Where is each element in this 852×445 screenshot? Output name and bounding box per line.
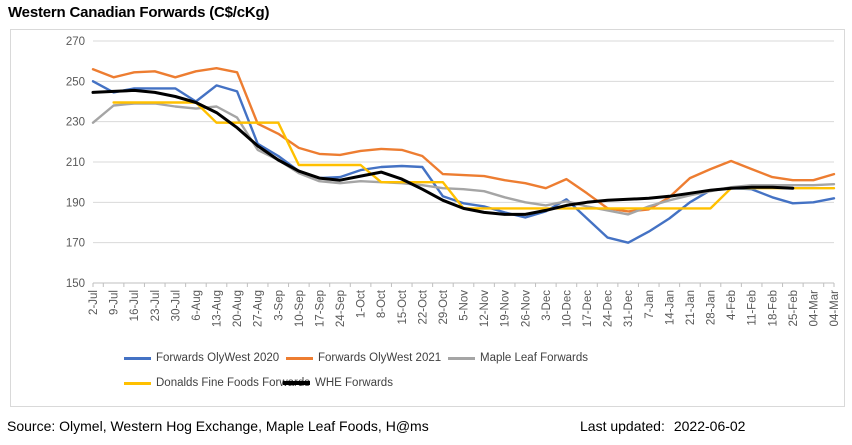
svg-text:21-Jan: 21-Jan (685, 290, 697, 325)
svg-text:27-Aug: 27-Aug (253, 290, 265, 327)
chart-canvas: 150 170 190 210 230 250 270 2-Jul 9-Jul 16-Jul 23-… (66, 36, 841, 327)
svg-text:17-Dec: 17-Dec (582, 290, 594, 327)
svg-text:3-Sep: 3-Sep (273, 290, 285, 321)
svg-text:28-Jan: 28-Jan (706, 290, 718, 325)
legend-line-swatch-yellow (124, 381, 151, 385)
svg-text:24-Sep: 24-Sep (335, 290, 347, 327)
svg-text:9-Jul: 9-Jul (109, 290, 121, 315)
svg-text:170: 170 (66, 238, 85, 250)
svg-text:4-Feb: 4-Feb (726, 290, 738, 320)
svg-text:230: 230 (66, 117, 85, 129)
svg-text:23-Jul: 23-Jul (150, 290, 162, 321)
svg-text:13-Aug: 13-Aug (212, 290, 224, 327)
svg-text:30-Jul: 30-Jul (170, 290, 182, 321)
svg-text:190: 190 (66, 197, 85, 209)
legend-item-forwards-olywest-2021: Forwards OlyWest 2021 (286, 352, 441, 364)
svg-text:29-Oct: 29-Oct (438, 289, 450, 324)
svg-text:7-Jan: 7-Jan (644, 290, 656, 319)
svg-text:04-Mar: 04-Mar (829, 290, 841, 327)
last-updated-label: Last updated: (580, 418, 665, 434)
source-text: Source: Olymel, Western Hog Exchange, Ma… (7, 418, 429, 434)
legend-label: Forwards OlyWest 2021 (318, 352, 442, 364)
legend-item-donalds-fine-foods-forwards: Donalds Fine Foods Forwards (124, 377, 310, 389)
svg-text:12-Nov: 12-Nov (479, 290, 491, 327)
svg-text:8-Oct: 8-Oct (376, 289, 388, 318)
svg-text:25-Feb: 25-Feb (788, 290, 800, 326)
legend-label: Donalds Fine Foods Forwards (156, 377, 311, 389)
legend-item-maple-leaf-forwards: Maple Leaf Forwards (448, 352, 588, 364)
svg-text:22-Oct: 22-Oct (417, 289, 429, 324)
svg-text:10-Sep: 10-Sep (294, 290, 306, 327)
legend-line-swatch-gray (448, 356, 475, 360)
page-title: Western Canadian Forwards (C$/cKg) (8, 4, 270, 21)
svg-text:10-Dec: 10-Dec (561, 290, 573, 327)
svg-text:04-Mar: 04-Mar (808, 290, 820, 327)
last-updated: Last updated: 2022-06-02 (580, 418, 745, 434)
svg-text:20-Aug: 20-Aug (232, 290, 244, 327)
svg-text:3-Dec: 3-Dec (541, 290, 553, 321)
svg-text:26-Nov: 26-Nov (520, 290, 532, 327)
legend-label: Maple Leaf Forwards (480, 352, 589, 364)
legend-line-swatch-black (283, 381, 310, 385)
svg-text:18-Feb: 18-Feb (767, 290, 779, 326)
legend-item-forwards-olywest-2020: Forwards OlyWest 2020 (124, 352, 279, 364)
svg-text:31-Dec: 31-Dec (623, 290, 635, 327)
svg-text:19-Nov: 19-Nov (500, 290, 512, 327)
svg-text:16-Jul: 16-Jul (129, 290, 141, 321)
svg-text:250: 250 (66, 76, 85, 88)
svg-text:210: 210 (66, 157, 85, 169)
last-updated-value: 2022-06-02 (673, 418, 746, 434)
svg-text:2-Jul: 2-Jul (88, 290, 100, 315)
svg-text:24-Dec: 24-Dec (603, 290, 615, 327)
svg-text:17-Sep: 17-Sep (314, 290, 326, 327)
svg-text:1-Oct: 1-Oct (356, 289, 368, 318)
svg-text:15-Oct: 15-Oct (397, 289, 409, 324)
chart-area: 150 170 190 210 230 250 270 2-Jul 9-Jul 16-Jul 23-… (10, 29, 845, 407)
legend-label: Forwards OlyWest 2020 (156, 352, 280, 364)
legend-item-whe-forwards: WHE Forwards (283, 377, 393, 389)
svg-text:14-Jan: 14-Jan (664, 290, 676, 325)
svg-text:150: 150 (66, 278, 85, 290)
legend-label: WHE Forwards (315, 377, 393, 389)
svg-text:270: 270 (66, 36, 85, 48)
svg-text:6-Aug: 6-Aug (191, 290, 203, 321)
svg-text:5-Nov: 5-Nov (459, 290, 471, 321)
footer: Source: Olymel, Western Hog Exchange, Ma… (0, 414, 852, 445)
legend-line-swatch-orange (286, 356, 313, 360)
svg-text:11-Feb: 11-Feb (747, 290, 759, 326)
legend-line-swatch-blue (124, 356, 151, 360)
